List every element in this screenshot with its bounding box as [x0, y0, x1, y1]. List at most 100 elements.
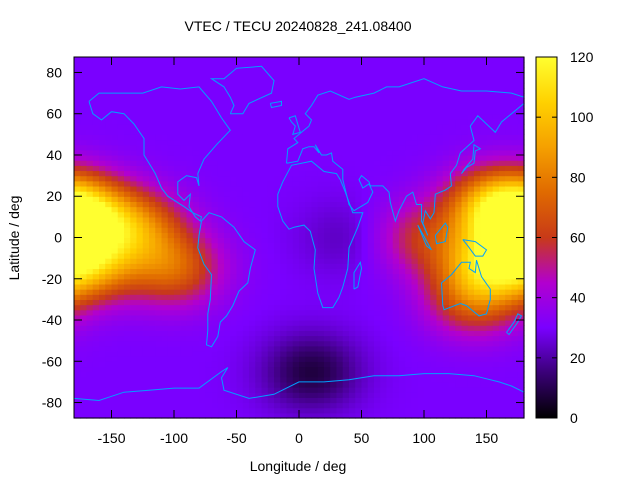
heatmap-cell [492, 206, 500, 213]
heatmap-cell [286, 103, 294, 110]
heatmap-cell [349, 149, 356, 156]
heatmap-cell [411, 93, 419, 99]
heatmap-cell [199, 211, 206, 218]
heatmap-cell [442, 62, 450, 68]
heatmap-cell [455, 77, 463, 84]
heatmap-cell [80, 160, 88, 166]
heatmap-cell [224, 356, 231, 362]
heatmap-cell [192, 67, 200, 74]
heatmap-cell [361, 304, 369, 311]
heatmap-cell [167, 340, 175, 347]
heatmap-cell [436, 93, 444, 99]
heatmap-cell [230, 252, 238, 259]
heatmap-cell [280, 345, 288, 352]
heatmap-cell [211, 283, 219, 290]
heatmap-cell [336, 180, 344, 187]
heatmap-cell [224, 278, 231, 285]
heatmap-cell [324, 392, 331, 398]
heatmap-cell [142, 124, 150, 130]
heatmap-cell [111, 175, 119, 182]
heatmap-cell [380, 134, 388, 141]
heatmap-cell [92, 283, 100, 290]
heatmap-cell [411, 206, 419, 213]
heatmap-cell [417, 180, 425, 187]
heatmap-cell [424, 402, 431, 409]
heatmap-cell [261, 165, 269, 172]
heatmap-cell [374, 139, 381, 146]
heatmap-cell [299, 340, 306, 347]
heatmap-cell [461, 98, 469, 105]
heatmap-cell [492, 232, 500, 239]
heatmap-cell [467, 170, 475, 177]
heatmap-cell [124, 237, 131, 244]
heatmap-cell [86, 314, 94, 321]
heatmap-cell [124, 392, 131, 398]
heatmap-cell [242, 87, 250, 94]
heatmap-cell [486, 325, 494, 331]
heatmap-cell [205, 387, 213, 393]
heatmap-cell [361, 124, 369, 130]
heatmap-cell [424, 320, 431, 326]
heatmap-cell [449, 67, 456, 74]
heatmap-cell [399, 299, 406, 306]
heatmap-cell [299, 304, 306, 311]
heatmap-cell [149, 314, 156, 321]
heatmap-cell [330, 93, 338, 99]
heatmap-cell [467, 294, 475, 300]
heatmap-cell [367, 196, 375, 202]
heatmap-cell [205, 191, 213, 197]
heatmap-cell [311, 77, 319, 84]
heatmap-cell [186, 103, 194, 110]
heatmap-cell [292, 278, 300, 285]
heatmap-cell [399, 206, 406, 213]
heatmap-cell [436, 283, 444, 290]
heatmap-cell [180, 175, 188, 182]
heatmap-cell [311, 227, 319, 233]
heatmap-cell [336, 356, 344, 362]
heatmap-cell [324, 320, 331, 326]
heatmap-cell [217, 129, 225, 135]
heatmap-cell [211, 263, 219, 270]
heatmap-cell [111, 407, 119, 414]
heatmap-cell [380, 252, 388, 259]
heatmap-cell [161, 134, 169, 141]
heatmap-cell [86, 242, 94, 249]
heatmap-cell [167, 320, 175, 326]
heatmap-cell [367, 252, 375, 259]
heatmap-cell [455, 345, 463, 352]
heatmap-cell [99, 82, 106, 89]
heatmap-cell [399, 129, 406, 135]
heatmap-cell [436, 185, 444, 192]
heatmap-cell [111, 356, 119, 362]
heatmap-cell [467, 227, 475, 233]
heatmap-cell [380, 144, 388, 151]
heatmap-cell [474, 247, 481, 254]
heatmap-cell [217, 371, 225, 378]
heatmap-cell [417, 118, 425, 125]
heatmap-cell [186, 72, 194, 79]
heatmap-cell [255, 191, 263, 197]
heatmap-cell [436, 222, 444, 228]
heatmap-cell [92, 77, 100, 84]
heatmap-cell [361, 72, 369, 79]
heatmap-cell [111, 387, 119, 393]
heatmap-cell [167, 350, 175, 357]
heatmap-cell [142, 196, 150, 202]
heatmap-cell [399, 371, 406, 378]
heatmap-cell [492, 113, 500, 120]
heatmap-cell [136, 196, 144, 202]
heatmap-cell [449, 320, 456, 326]
heatmap-cell [99, 294, 106, 300]
heatmap-cell [230, 72, 238, 79]
heatmap-cell [392, 309, 400, 316]
heatmap-cell [230, 211, 238, 218]
heatmap-cell [499, 366, 506, 373]
heatmap-cell [442, 412, 450, 419]
heatmap-cell [199, 77, 206, 84]
heatmap-cell [99, 320, 106, 326]
heatmap-cell [467, 366, 475, 373]
heatmap-cell [486, 242, 494, 249]
heatmap-cell [167, 160, 175, 166]
heatmap-cell [249, 299, 256, 306]
heatmap-cell [467, 397, 475, 404]
